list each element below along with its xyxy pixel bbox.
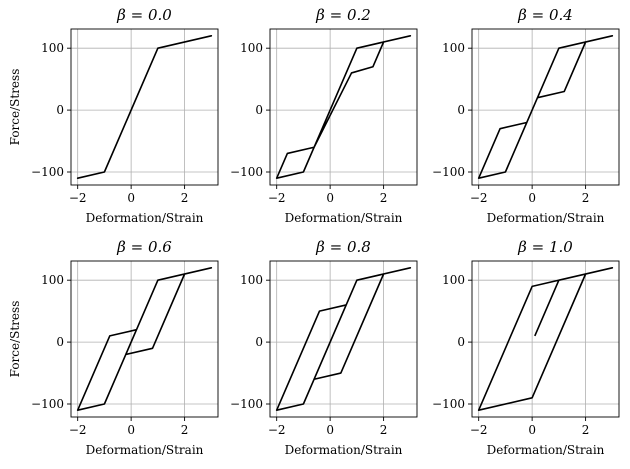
- x-axis-label: Deformation/Strain: [86, 211, 204, 225]
- y-tick-label: −100: [230, 165, 263, 179]
- y-tick-label: 0: [56, 335, 64, 349]
- subplot-title: β = 0.8: [315, 238, 371, 256]
- y-tick-label: 0: [56, 103, 64, 117]
- x-tick-label: 2: [181, 423, 189, 437]
- x-tick-label: −2: [268, 191, 286, 205]
- x-tick-label: −2: [470, 191, 488, 205]
- x-axis-label: Deformation/Strain: [285, 443, 403, 457]
- x-tick-label: 0: [528, 191, 536, 205]
- y-tick-label: 100: [240, 41, 263, 55]
- y-tick-label: −100: [432, 165, 465, 179]
- x-tick-label: 0: [528, 423, 536, 437]
- x-tick-label: 2: [582, 423, 590, 437]
- subplot-beta-0-0: −2 0 2 −100 0 100 β = 0.0 Deformation/Strain For…: [8, 6, 219, 225]
- subplot-beta-1-0: −2 0 2 −100 0 100 β = 1.0 Deformation/Strain: [432, 238, 620, 457]
- x-tick-label: 2: [181, 191, 189, 205]
- y-axis-label: Force/Stress: [8, 301, 22, 378]
- x-tick-label: −2: [268, 423, 286, 437]
- hysteresis-curve: [76, 267, 213, 411]
- y-tick-label: −100: [230, 397, 263, 411]
- y-tick-label: −100: [31, 397, 64, 411]
- y-tick-label: 0: [457, 335, 465, 349]
- x-tick-label: −2: [470, 423, 488, 437]
- x-tick-label: 0: [326, 191, 334, 205]
- hysteresis-curve: [275, 35, 412, 179]
- hysteresis-curve: [76, 35, 213, 179]
- subplot-title: β = 0.4: [517, 6, 573, 24]
- subplot-beta-0-4: −2 0 2 −100 0 100 β = 0.4 Deformation/Strain: [432, 6, 620, 225]
- subplot-title: β = 0.2: [315, 6, 371, 24]
- y-tick-label: 100: [442, 41, 465, 55]
- subplot-title: β = 0.6: [116, 238, 172, 256]
- y-tick-label: −100: [432, 397, 465, 411]
- x-tick-label: 2: [380, 191, 388, 205]
- x-tick-label: 2: [380, 423, 388, 437]
- x-axis-label: Deformation/Strain: [487, 211, 605, 225]
- subplot-beta-0-8: −2 0 2 −100 0 100 β = 0.8 Deformation/Strain: [230, 238, 418, 457]
- y-tick-label: 100: [442, 273, 465, 287]
- x-tick-label: −2: [69, 423, 87, 437]
- y-tick-label: 0: [457, 103, 465, 117]
- x-tick-label: −2: [69, 191, 87, 205]
- y-axis-label: Force/Stress: [8, 69, 22, 146]
- subplot-title: β = 0.0: [116, 6, 172, 24]
- hysteresis-curve: [477, 35, 614, 179]
- subplot-beta-0-2: −2 0 2 −100 0 100 β = 0.2 Deformation/Strain: [230, 6, 418, 225]
- hysteresis-curve: [477, 267, 614, 411]
- plot-frame: [471, 260, 620, 418]
- x-axis-label: Deformation/Strain: [86, 443, 204, 457]
- plot-frame: [269, 260, 418, 418]
- x-tick-label: 0: [326, 423, 334, 437]
- x-axis-label: Deformation/Strain: [487, 443, 605, 457]
- y-tick-label: 0: [255, 335, 263, 349]
- x-tick-label: 2: [582, 191, 590, 205]
- plot-frame: [70, 260, 219, 418]
- plot-frame: [269, 28, 418, 186]
- y-tick-label: 100: [41, 273, 64, 287]
- x-tick-label: 0: [127, 191, 135, 205]
- y-tick-label: 0: [255, 103, 263, 117]
- plot-frame: [471, 28, 620, 186]
- plot-frame: [70, 28, 219, 186]
- y-tick-label: 100: [240, 273, 263, 287]
- y-tick-label: −100: [31, 165, 64, 179]
- hysteresis-curve: [275, 267, 412, 411]
- subplot-title: β = 1.0: [517, 238, 573, 256]
- subplot-beta-0-6: −2 0 2 −100 0 100 β = 0.6 Deformation/Strain For…: [8, 238, 219, 457]
- y-tick-label: 100: [41, 41, 64, 55]
- x-axis-label: Deformation/Strain: [285, 211, 403, 225]
- x-tick-label: 0: [127, 423, 135, 437]
